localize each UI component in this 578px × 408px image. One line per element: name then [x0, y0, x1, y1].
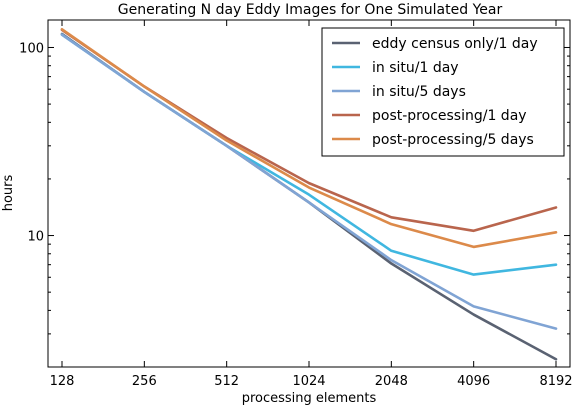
- series-line-3: [60, 33, 558, 330]
- x-ticks-group: 128 256 512 1024 2048 4096 8192: [50, 20, 573, 389]
- x-tick-label: 8192: [539, 374, 572, 389]
- legend-label-4: post-processing/1 day: [372, 108, 527, 124]
- x-tick-label: 2048: [375, 374, 408, 389]
- legend-label-2: in situ/1 day: [372, 60, 459, 76]
- legend-items: eddy census only/1 day in situ/1 day in si…: [332, 36, 538, 148]
- legend: eddy census only/1 day in situ/1 day in si…: [321, 27, 565, 157]
- y-ticks-group: 10 100: [19, 41, 570, 368]
- series-line-5: [60, 27, 558, 249]
- legend-box: [321, 27, 565, 157]
- x-tick-label: 1024: [292, 374, 325, 389]
- legend-label-1: eddy census only/1 day: [372, 36, 538, 52]
- series-group: [60, 27, 558, 361]
- x-tick-label: 128: [50, 374, 75, 389]
- x-tick-label: 256: [132, 374, 157, 389]
- x-axis-label: processing elements: [242, 391, 377, 406]
- legend-label-3: in situ/5 days: [372, 84, 466, 100]
- chart-title: Generating N day Eddy Images for One Sim…: [118, 2, 503, 18]
- y-axis-label: hours: [1, 175, 16, 212]
- y-tick-label: 10: [27, 230, 44, 245]
- y-tick-label: 100: [19, 41, 44, 56]
- legend-label-5: post-processing/5 days: [372, 132, 534, 148]
- x-tick-label: 512: [214, 374, 239, 389]
- x-tick-label: 4096: [457, 374, 490, 389]
